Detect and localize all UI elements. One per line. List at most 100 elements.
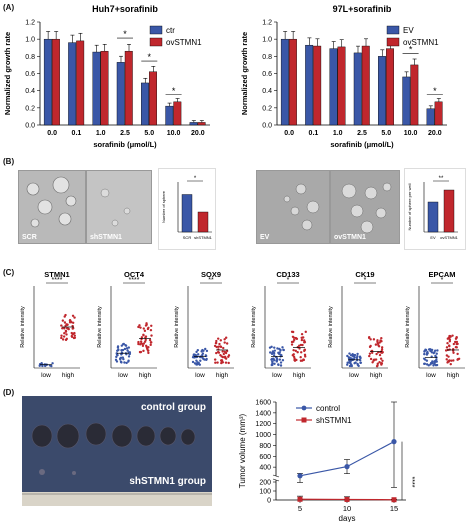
scatter-point	[377, 345, 381, 348]
scatter-point	[149, 328, 153, 332]
micrograph-shstmn1: shSTMN1	[86, 170, 152, 244]
scatter-point	[380, 351, 384, 354]
scatter-point	[446, 337, 450, 340]
scatter-point	[71, 321, 75, 324]
scatter-point	[359, 361, 363, 364]
scatter-point	[216, 361, 219, 364]
bar	[443, 189, 455, 233]
scatter-point	[270, 345, 273, 349]
y-tick-label: 0.0	[262, 123, 272, 130]
scatter-point	[224, 336, 228, 339]
scatter-point	[357, 364, 360, 368]
scatter-point	[299, 343, 303, 347]
scatter-point	[455, 342, 458, 346]
y-tick-label: 0.6	[25, 71, 35, 78]
scatter-point	[358, 355, 362, 358]
y-tick-label: 0	[267, 498, 271, 505]
x-tick-label: high	[139, 372, 152, 379]
scatter-point	[139, 326, 142, 329]
scatter-point	[60, 336, 63, 340]
scatter-point	[376, 339, 379, 342]
scatter-point	[381, 359, 384, 363]
y-tick-label: 0.0	[25, 123, 35, 130]
micrograph-ovstmn1: ovSTMN1	[330, 170, 400, 244]
scatter-point	[447, 355, 450, 358]
scatter-point	[292, 348, 295, 352]
scatter-point	[215, 351, 218, 355]
scatter-point	[69, 320, 72, 323]
scatter-point	[455, 335, 458, 339]
y-tick-label: 0.2	[262, 105, 272, 112]
x-tick-label: 15	[390, 504, 398, 513]
scatter-point	[150, 324, 153, 327]
scatter-point	[225, 342, 229, 345]
bar	[149, 71, 158, 126]
scatter-point	[219, 339, 222, 342]
scatter-point	[452, 342, 456, 346]
scatter-point	[123, 347, 127, 351]
scatter-point	[71, 332, 74, 336]
photo-label-control: control group	[141, 402, 206, 413]
scatter-point	[149, 341, 153, 344]
panel-label-b: (B)	[3, 157, 15, 166]
scatter-point	[147, 351, 150, 355]
scatter-point	[368, 352, 372, 355]
y-axis-label: Tumor volume (mm³)	[238, 413, 247, 488]
bar	[124, 50, 133, 126]
bar	[141, 82, 149, 126]
scatter-point	[282, 348, 285, 352]
x-tick-label: 20.0	[428, 130, 442, 137]
scatter-point	[61, 327, 64, 330]
bar	[92, 51, 101, 126]
scatter-point	[63, 321, 67, 324]
y-tick-label: 0.8	[25, 54, 35, 61]
y-tick-label: 1.2	[262, 20, 272, 27]
scatter-point	[196, 353, 200, 356]
scatter-point	[71, 314, 75, 317]
scatter-point	[141, 344, 145, 348]
x-axis-label: sorafinib (μmol/L)	[93, 140, 157, 149]
scatter-point	[291, 335, 295, 339]
scatter-point	[446, 341, 449, 345]
scatter-point	[290, 340, 294, 344]
scatter-point	[139, 340, 143, 343]
scatter-point	[127, 359, 130, 362]
y-tick-label: 1.0	[262, 37, 272, 44]
scatter-point	[347, 357, 351, 360]
sphere-count-chart-ov: Number of sphere per well EV ovSTMN1 **	[404, 168, 466, 250]
scatter-point	[349, 362, 352, 365]
scatter-point	[375, 365, 379, 368]
scatter-point	[215, 339, 218, 343]
scatter-point	[376, 362, 379, 365]
scatter-point	[73, 334, 76, 337]
data-point	[344, 496, 350, 502]
scatter-point	[119, 358, 122, 361]
scatter-point	[303, 341, 306, 344]
scatter-point	[201, 352, 205, 355]
legend-marker	[301, 405, 307, 411]
scatter-point	[279, 348, 282, 352]
scatter-point	[444, 349, 448, 352]
bar	[353, 52, 362, 126]
scatter-point	[214, 341, 218, 345]
legend-label: shSTMN1	[316, 416, 352, 425]
y-axis-label: Normalized growth rate	[240, 32, 249, 115]
bar	[426, 108, 435, 126]
legend-swatch	[386, 37, 400, 47]
scatter-point	[195, 359, 198, 362]
scatter-point	[115, 353, 119, 356]
sig-label: *	[409, 44, 413, 54]
y-axis-label: Relative intensity	[405, 306, 411, 348]
scatter-point	[275, 357, 279, 360]
scatter-point	[60, 334, 63, 337]
scatter-point	[424, 348, 427, 351]
x-tick-label: high	[62, 372, 75, 379]
scatter-point	[449, 362, 452, 366]
bar	[361, 45, 370, 126]
sig-label: *	[287, 277, 290, 284]
scatter-point	[225, 349, 229, 353]
legend-label: ctr	[166, 26, 175, 35]
scatter-point	[142, 327, 145, 330]
scatter-point	[205, 349, 209, 353]
scatter-point	[430, 351, 434, 354]
